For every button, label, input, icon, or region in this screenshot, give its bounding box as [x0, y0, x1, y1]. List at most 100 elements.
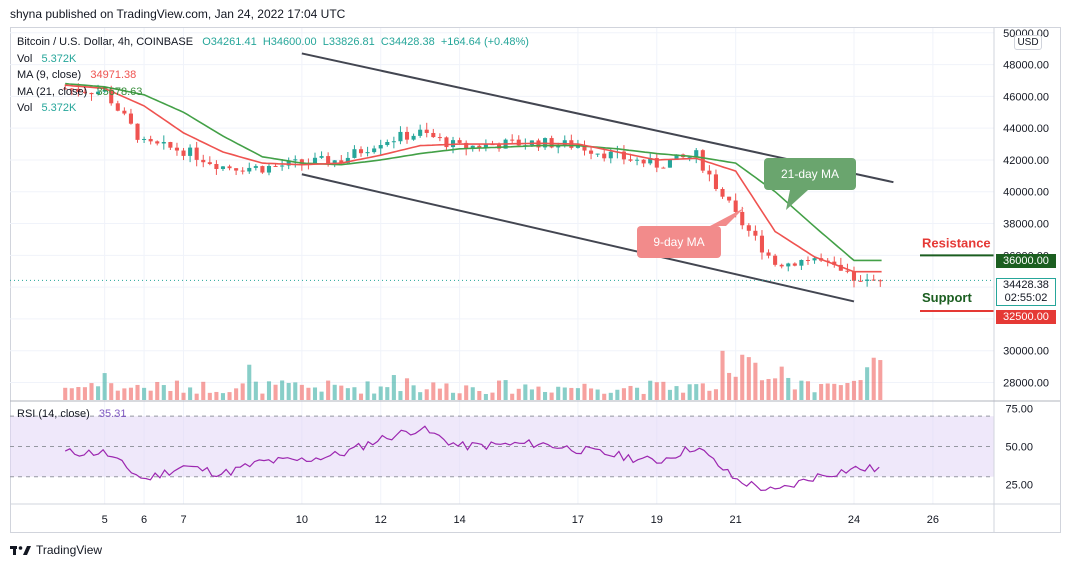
volume-bar: [858, 380, 863, 400]
volume-bar: [260, 393, 265, 400]
candle-body: [161, 142, 166, 144]
candle-body: [286, 160, 291, 166]
volume-bar: [188, 387, 193, 400]
time-tick-label: 26: [927, 514, 939, 526]
candle-body: [635, 159, 640, 161]
legend-vol-value: 5.372K: [41, 53, 77, 65]
volume-bar: [871, 357, 876, 400]
legend-vol2-value: 5.372K: [41, 102, 77, 114]
legend-ma9-value: 34971.38: [90, 69, 137, 81]
volume-bar: [865, 367, 870, 400]
volume-bar: [345, 388, 350, 400]
volume-bar: [253, 381, 258, 400]
volume-bar: [391, 375, 396, 400]
volume-bar: [766, 378, 771, 400]
candle-body: [779, 264, 784, 267]
volume-bar: [312, 387, 318, 400]
legend-ma21-label: MA (21, close): [17, 86, 88, 98]
tradingview-brand: TradingView: [36, 543, 103, 557]
volume-bar: [155, 381, 160, 400]
volume-bar: [148, 390, 153, 400]
time-tick-label: 6: [141, 514, 147, 526]
time-tick-label: 10: [296, 514, 308, 526]
legend-vol2-label: Vol: [17, 102, 33, 114]
volume-bar: [352, 387, 357, 400]
volume-bar: [358, 393, 364, 400]
candle-body: [878, 280, 883, 282]
legend-symbol: Bitcoin / U.S. Dollar, 4h, COINBASE: [17, 36, 194, 48]
volume-bar: [266, 381, 272, 400]
volume-bar: [207, 392, 212, 400]
volume-bar: [168, 390, 173, 400]
volume-bar: [142, 387, 147, 400]
candle-body: [424, 129, 429, 133]
candle-body: [483, 144, 488, 148]
candlestick-series: [63, 83, 883, 288]
time-tick-label: 17: [572, 514, 584, 526]
candle-body: [470, 145, 475, 149]
support-price-tag: 32500.00: [996, 310, 1056, 324]
volume-bar: [234, 388, 239, 400]
volume-bar: [516, 388, 521, 400]
volume-bar: [76, 387, 81, 400]
time-tick-label: 24: [848, 514, 860, 526]
volume-bar: [786, 377, 791, 400]
candle-body: [773, 255, 778, 265]
volume-bar: [306, 387, 311, 400]
rsi-pane: [10, 415, 994, 492]
candle-body: [628, 159, 633, 161]
volume-bar: [398, 391, 403, 400]
candle-body: [661, 167, 666, 169]
candle-body: [69, 88, 74, 90]
candle-body: [740, 211, 745, 226]
candle-body: [727, 196, 732, 201]
candle-body: [746, 225, 751, 231]
candle-body: [385, 142, 390, 146]
rsi-tick-label: 75.00: [1005, 404, 1033, 416]
volume-bar: [89, 383, 94, 400]
candle-body: [674, 154, 679, 160]
candle-body: [135, 123, 140, 140]
volume-bar: [63, 387, 68, 400]
volume-bar: [779, 366, 784, 400]
tradingview-logo-icon: [10, 546, 31, 555]
candle-body: [352, 149, 357, 158]
volume-bar: [483, 393, 488, 400]
candle-body: [733, 200, 738, 212]
legend-high: H34600.00: [262, 36, 317, 48]
volume-bar: [437, 388, 442, 400]
volume-bar: [174, 380, 179, 400]
volume-bar: [69, 388, 74, 400]
volume-bar: [687, 384, 692, 400]
legend-ma9-row: MA (9, close) 34971.38: [17, 69, 136, 81]
candle-body: [608, 151, 613, 159]
candle-body: [602, 153, 607, 159]
candle-body: [713, 174, 718, 189]
ma21-callout-pointer: [786, 190, 808, 210]
volume-bar: [214, 391, 219, 400]
candle-body: [260, 166, 265, 173]
legend-low: L33826.81: [322, 36, 375, 48]
tradingview-footer[interactable]: TradingView: [10, 543, 102, 557]
rsi-value: 35.31: [98, 408, 127, 420]
volume-bar: [240, 383, 245, 400]
volume-bar: [431, 382, 436, 400]
candle-body: [858, 280, 863, 282]
candle-body: [786, 263, 791, 267]
candle-body: [109, 89, 114, 104]
volume-bar: [378, 386, 383, 400]
currency-button[interactable]: USD: [1014, 35, 1042, 50]
candle-body: [759, 235, 765, 253]
volume-bar: [82, 387, 87, 400]
candle-body: [654, 158, 659, 168]
volume-bar: [122, 388, 127, 400]
volume-bar: [273, 384, 278, 400]
publisher-header: shyna published on TradingView.com, Jan …: [10, 7, 346, 21]
volume-bar: [707, 390, 712, 400]
rsi-line: [64, 425, 880, 492]
volume-bar: [700, 383, 705, 400]
volume-bar: [523, 384, 528, 400]
candle-body: [418, 129, 423, 136]
volume-bar: [299, 384, 304, 400]
